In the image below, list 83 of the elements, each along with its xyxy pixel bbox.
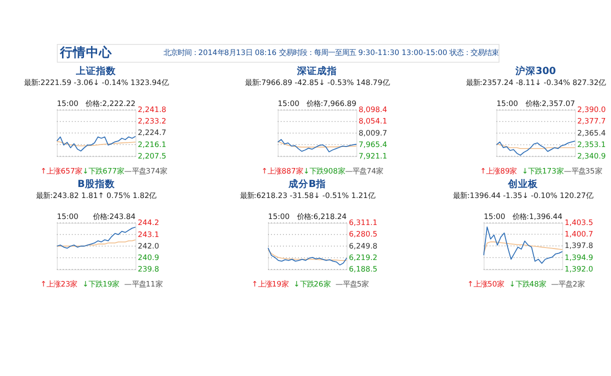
y-tick-label: 240.9 [138,252,160,262]
text: ↓下跌19家 [82,280,120,289]
y-tick-label: 6,219.2 [348,252,378,262]
text: 北京时间：2014年8月13日 08:16 交易时段：每周一至周五 9:30-11:30 13:00-15:00 状态：交易结束 [163,48,499,58]
y-tick-label: 6,249.8 [348,241,378,250]
y-tick-label: 2,233.2 [138,116,166,126]
y-tick-label: 2,241.8 [138,105,167,114]
text: ↑上涨657家 [40,166,82,176]
y-tick-label: 243.1 [138,230,160,239]
y-tick-label: 6,188.5 [348,264,378,274]
chart-subtitle: 最新:2221.59 -3.06↓ -0.14% 1323.94亿 [24,78,168,88]
chart-subtitle: 最新:7966.89 -42.85↓ -0.53% 148.79亿 [244,78,390,88]
text: ↓下跌677家 [82,166,124,176]
y-tick-label: 2,224.7 [138,128,167,138]
y-tick-label: 2,216.1 [138,140,167,149]
chart-title: 上证指数 [75,64,118,77]
text: 15:00 [56,99,79,108]
text: ↑上涨23家 [40,280,78,289]
y-tick-label: 2,353.1 [577,140,606,149]
chart-subtitle: 最新:243.82 1.81↑ 0.75% 1.82亿 [36,191,156,200]
y-tick-label: 6,280.5 [348,230,378,239]
line-series [483,226,563,264]
text: 价格:2,357.07 [524,99,576,108]
text: 价格:7,966.89 [306,99,357,108]
y-tick-label: 2,207.5 [138,152,167,161]
text: ↑上涨89家 [480,166,517,176]
y-tick-label: 1,397.8 [564,241,594,250]
text: 15:00 [484,212,506,222]
y-tick-label: 2,390.0 [577,105,606,114]
line-series [277,139,357,152]
chart-subtitle: 最新:6218.23 -31.58↓ -0.51% 1.21亿 [240,191,375,200]
text: ↓下跌173家 [522,166,564,176]
y-tick-label: 1,394.9 [564,252,594,262]
text: ↓下跌908家 [303,166,345,176]
y-tick-label: 7,921.1 [358,152,388,161]
text: ↑上涨50家 [467,280,504,289]
y-tick-label: 6,311.1 [348,218,378,228]
text: 15:00 [496,99,518,108]
text: 15:00 [56,212,79,222]
line-series [56,226,136,249]
text: ↑上涨887家 [261,166,303,176]
y-tick-label: 239.8 [138,264,160,274]
y-tick-label: 8,054.1 [358,116,388,126]
text: 价格:2,222.22 [84,99,136,108]
y-tick-label: 1,403.5 [564,218,594,228]
text: ↑上涨19家 [252,280,288,289]
line-series [496,140,576,156]
text: 价格:6,218.24 [296,212,347,222]
text: —平盘11家 [124,280,162,289]
y-tick-label: 1,400.7 [564,229,594,238]
y-tick-label: 8,009.7 [358,128,388,138]
line-series [268,249,348,261]
text: 价格:1,396.44 [512,212,563,222]
text: —平盘74家 [345,166,384,176]
text: ↓下跌26家 [294,280,330,289]
text: 价格:243.84 [92,212,136,222]
text: —平盘5家 [335,280,369,289]
y-tick-label: 8,098.4 [358,105,388,114]
line-series [56,136,136,152]
chart-title: 深证成指 [296,64,338,77]
text: —平盘374家 [124,166,168,176]
y-tick-label: 2,377.7 [577,116,606,126]
y-tick-label: 2,365.4 [577,128,606,138]
y-tick-label: 244.2 [138,218,160,228]
line-series [56,239,136,247]
y-tick-label: 1,392.0 [564,264,594,274]
text: —平盘2家 [551,280,584,289]
line-series [268,247,348,266]
y-tick-label: 242.0 [138,241,160,250]
chart-title: B股指数 [78,178,116,190]
chart-title: 创业板 [507,178,540,190]
text: ↓下跌48家 [509,280,546,289]
chart-subtitle: 最新:2357.24 -8.11↓ -0.34% 827.32亿 [466,78,606,88]
y-tick-label: 7,965.4 [358,140,388,149]
text: 15:00 [278,99,300,108]
chart-title: 沪深300 [514,64,556,77]
text: 行情中心 [58,44,113,60]
y-tick-label: 2,340.9 [577,152,606,161]
text: 15:00 [268,212,290,222]
text: —平盘35家 [564,166,602,176]
chart-subtitle: 最新:1396.44 -1.35↓ -0.10% 120.27亿 [453,191,593,200]
chart-title: 成分B指 [288,178,326,190]
line-series [483,241,563,254]
